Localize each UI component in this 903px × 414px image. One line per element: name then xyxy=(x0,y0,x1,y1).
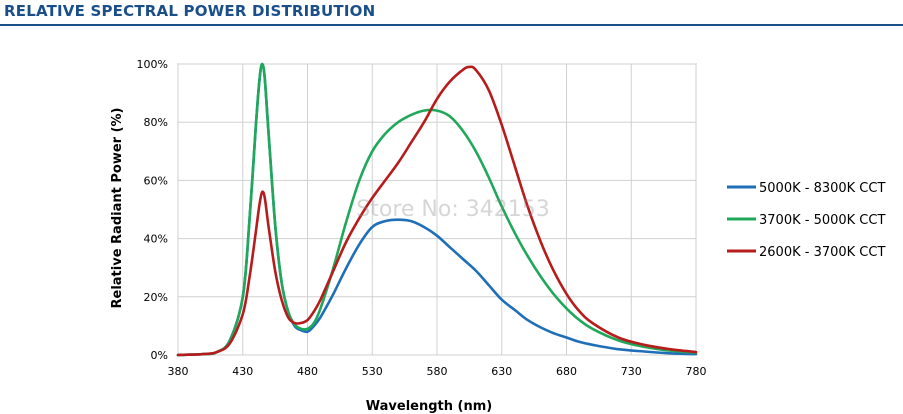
tick-labels: 380 430 480 530 580 630 680 730 780 0% 20% 40% 60% 80… xyxy=(137,58,707,378)
series-line-2 xyxy=(176,65,698,357)
y-tick-label: 0% xyxy=(151,349,168,362)
y-tick-label: 40% xyxy=(144,233,168,246)
legend-label-1: 3700K - 5000K CCT xyxy=(759,213,885,228)
page-title: RELATIVE SPECTRAL POWER DISTRIBUTION xyxy=(4,2,376,20)
x-axis-label: Wavelength (nm) xyxy=(366,399,492,414)
legend: 5000K - 8300K CCT 3700K - 5000K CCT 2600K … xyxy=(727,181,885,260)
x-tick-label: 680 xyxy=(556,365,577,378)
x-tick-label: 530 xyxy=(362,365,383,378)
y-axis-label: Relative Radiant Power (%) xyxy=(110,108,125,309)
series-line-1 xyxy=(176,62,698,357)
grid xyxy=(177,63,697,356)
x-tick-label: 480 xyxy=(297,365,318,378)
x-tick-label: 380 xyxy=(168,365,189,378)
x-tick-label: 580 xyxy=(427,365,448,378)
y-tick-label: 100% xyxy=(137,58,168,71)
legend-label-2: 2600K - 3700K CCT xyxy=(759,245,885,260)
x-tick-label: 430 xyxy=(232,365,253,378)
y-tick-label: 60% xyxy=(144,174,168,187)
x-tick-label: 730 xyxy=(621,365,642,378)
title-divider xyxy=(0,24,903,26)
y-tick-label: 80% xyxy=(144,116,168,129)
x-tick-label: 780 xyxy=(686,365,707,378)
legend-label-0: 5000K - 8300K CCT xyxy=(759,181,885,196)
y-tick-label: 20% xyxy=(144,291,168,304)
series-lines xyxy=(176,62,698,357)
watermark-text: Store No: 342153 xyxy=(356,197,549,222)
x-tick-label: 630 xyxy=(491,365,512,378)
